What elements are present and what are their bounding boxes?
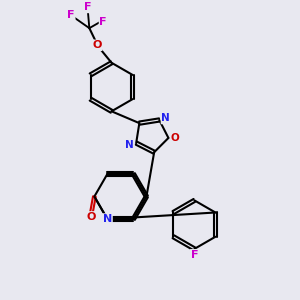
Text: N: N [161,113,170,124]
Text: F: F [190,250,198,260]
Text: O: O [92,40,102,50]
Text: O: O [87,212,96,222]
Text: N: N [103,214,112,224]
Text: N: N [125,140,134,149]
Text: O: O [171,133,179,143]
Text: F: F [84,2,92,12]
Text: F: F [67,11,75,20]
Text: F: F [100,17,107,27]
